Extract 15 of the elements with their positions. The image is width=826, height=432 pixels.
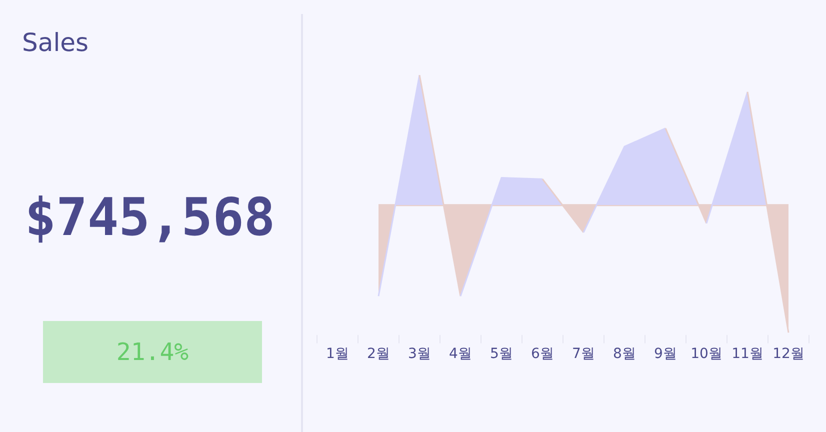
x-tick-label: 2월 [367,346,390,362]
x-tick-label: 9월 [654,346,677,362]
x-tick-label: 10월 [690,346,722,362]
x-tick-label: 5월 [490,346,513,362]
x-tick-label: 6월 [531,346,554,362]
x-tick-label: 3월 [408,346,431,362]
x-tick-label: 11월 [732,346,764,362]
x-tick-label: 12월 [772,346,804,362]
x-tick-label: 4월 [449,346,472,362]
text: Sales [22,28,89,57]
x-tick-label: 7월 [572,346,595,362]
text: 21.4% [116,338,189,366]
x-tick-label: 1월 [326,346,349,362]
text: $745,568 [24,188,276,248]
x-tick-label: 8월 [613,346,636,362]
